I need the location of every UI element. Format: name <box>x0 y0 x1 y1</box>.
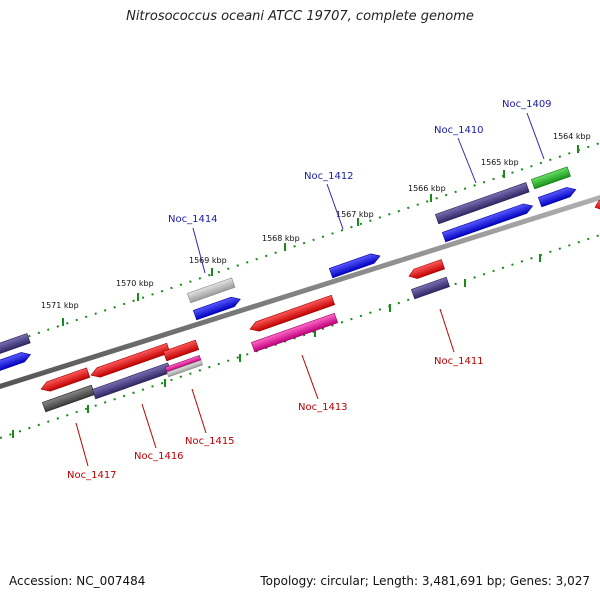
genome-title: Nitrosococcus oceani ATCC 19707, complet… <box>126 9 474 24</box>
gene-label-noc-1410[interactable]: Noc_1410 <box>434 125 484 136</box>
gene-features-upper <box>0 166 600 375</box>
upper-ruler-ticks <box>62 145 579 326</box>
ruler-label-1569: 1569 kbp <box>189 256 227 265</box>
ruler-label-1571: 1571 kbp <box>41 301 79 310</box>
ruler-label-1565: 1565 kbp <box>481 158 519 167</box>
gene-label-noc-1411[interactable]: Noc_1411 <box>434 356 484 367</box>
gene-label-noc-1414[interactable]: Noc_1414 <box>168 214 218 225</box>
gene-features-lower <box>40 259 450 413</box>
upper-label-leaders <box>192 112 545 274</box>
accession-text: Accession: NC_007484 <box>9 574 146 588</box>
ruler-label-1567: 1567 kbp <box>336 210 374 219</box>
gene-label-noc-1415[interactable]: Noc_1415 <box>185 436 235 447</box>
gene-label-noc-1409[interactable]: Noc_1409 <box>502 99 552 110</box>
gene-label-noc-1416[interactable]: Noc_1416 <box>134 451 184 462</box>
genome-backbone <box>0 194 600 390</box>
gene-label-noc-1412[interactable]: Noc_1412 <box>304 171 354 182</box>
lower-label-leaders <box>75 308 455 467</box>
lower-ruler-ticks <box>12 254 541 438</box>
ruler-label-1568: 1568 kbp <box>262 234 300 243</box>
gene-label-noc-1417[interactable]: Noc_1417 <box>67 470 117 481</box>
topology-text: Topology: circular; Length: 3,481,691 bp… <box>260 574 590 588</box>
gene-label-noc-1413[interactable]: Noc_1413 <box>298 402 348 413</box>
ruler-label-1570: 1570 kbp <box>116 279 154 288</box>
ruler-label-1566: 1566 kbp <box>408 184 446 193</box>
ruler-label-1564: 1564 kbp <box>553 132 591 141</box>
